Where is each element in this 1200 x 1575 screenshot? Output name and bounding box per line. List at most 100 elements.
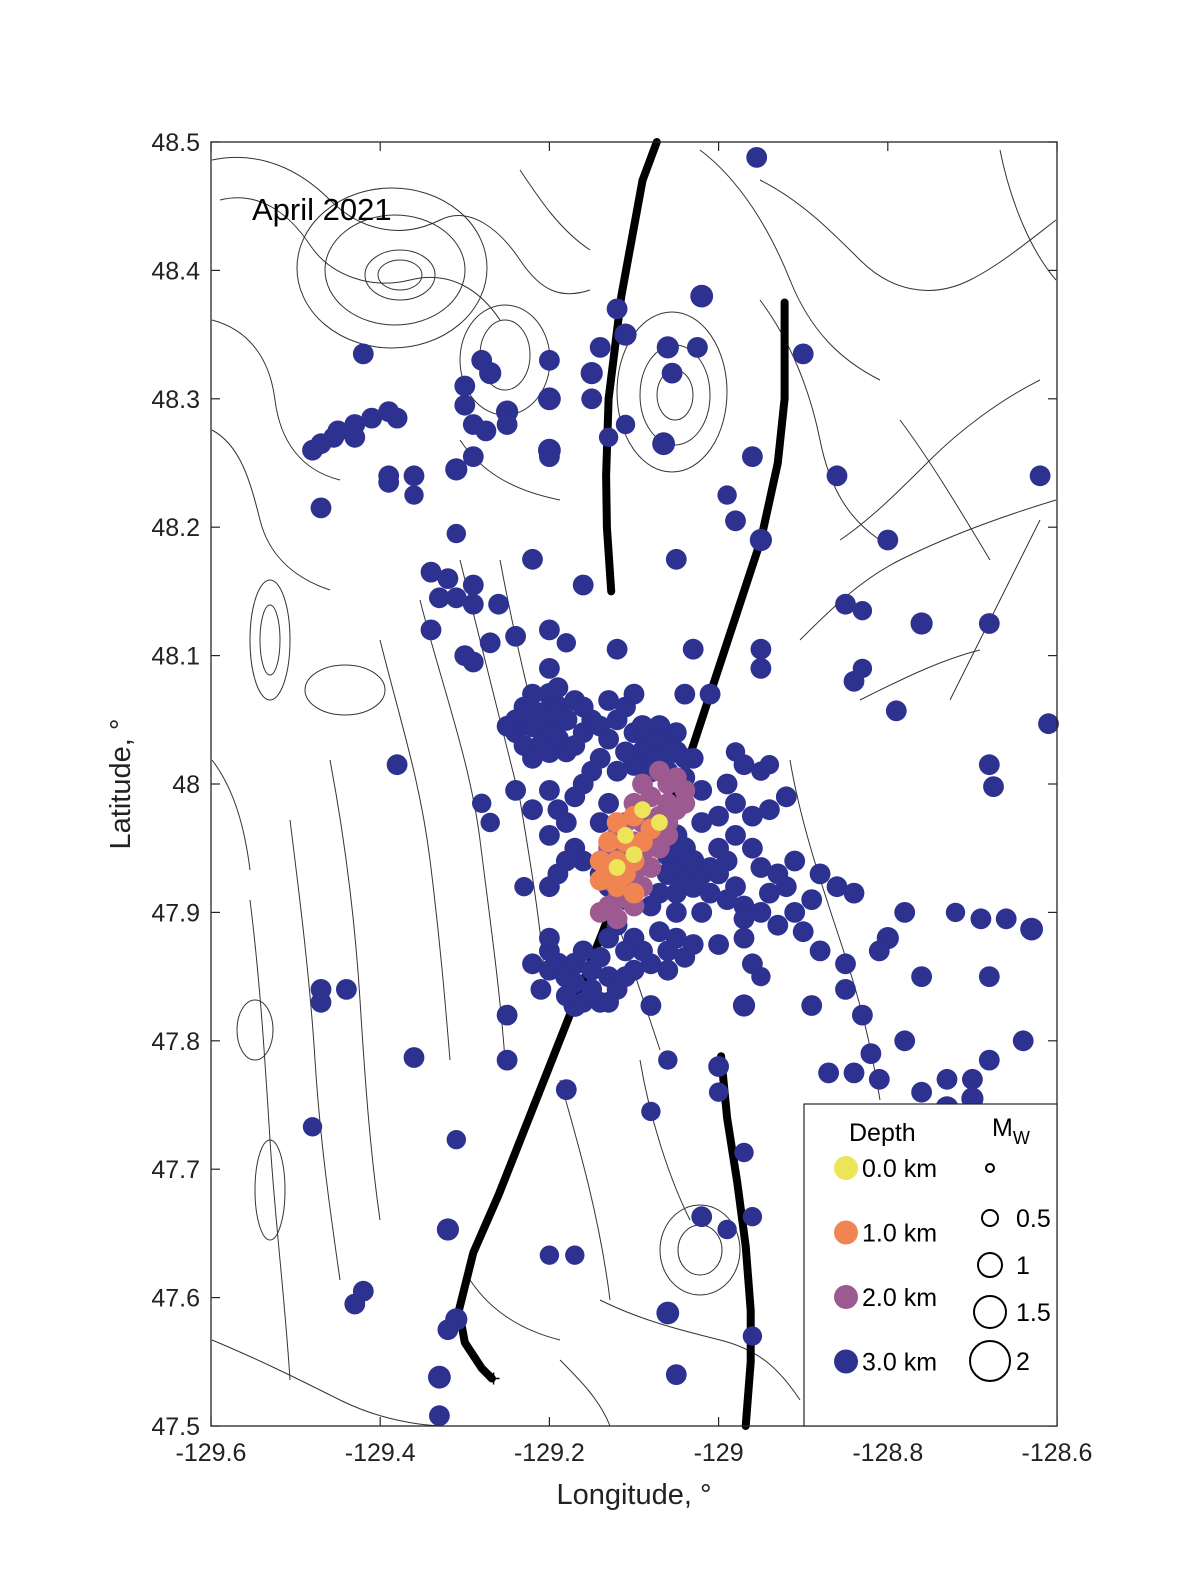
event-point-depth-3 [522,683,543,705]
event-point-depth-3 [759,755,780,775]
event-point-depth-3 [352,343,374,365]
event-point-depth-3 [911,966,932,987]
event-point-depth-3 [496,414,518,435]
event-point-depth-3 [598,792,619,814]
event-point-depth-3 [1029,465,1051,487]
event-point-depth-3 [716,889,738,910]
x-tick-label: -129.2 [514,1439,585,1467]
event-point-depth-3 [1038,713,1059,735]
event-point-depth-3 [708,934,729,955]
event-point-depth-3 [809,863,831,885]
event-point-depth-0 [617,827,634,844]
legend-size-circle [969,1340,1011,1382]
event-point-depth-3 [852,601,873,621]
y-tick-label: 47.8 [151,1028,200,1056]
event-point-depth-3 [572,940,594,962]
event-point-depth-3 [809,940,831,962]
event-point-depth-3 [462,593,484,615]
event-point-depth-3 [657,940,679,962]
event-point-depth-3 [742,1207,763,1227]
event-point-depth-3 [945,902,966,923]
event-point-depth-3 [555,812,577,833]
event-point-depth-3 [454,394,476,416]
event-point-depth-3 [640,995,662,1016]
legend-depth-label: 3.0 km [862,1349,937,1377]
event-point-depth-3 [978,1049,1000,1071]
event-point-depth-3 [649,921,670,943]
event-point-depth-3 [835,979,856,1000]
event-point-depth-0 [634,801,651,819]
legend-size-label: 0.5 [1016,1205,1051,1233]
event-point-depth-0 [608,859,626,876]
event-point-depth-3 [656,336,679,359]
event-point-depth-3 [699,683,721,705]
event-point-depth-3 [598,728,619,750]
event-point-depth-3 [513,735,535,756]
event-point-depth-3 [539,1245,560,1265]
event-point-depth-3 [302,1117,323,1137]
event-point-depth-3 [742,1326,763,1346]
event-point-depth-3 [759,799,780,821]
x-tick-label: -128.8 [852,1439,923,1467]
fault-trace [717,1052,755,1430]
event-point-depth-3 [420,619,442,641]
event-point-depth-3 [446,523,466,544]
legend-size-label: 2 [1016,1348,1030,1376]
event-point-depth-3 [983,776,1004,797]
event-point-depth-3 [437,1319,459,1341]
event-point-depth-3 [522,548,543,570]
event-point-depth-3 [344,426,366,448]
event-point-depth-3 [580,362,603,385]
event-point-depth-2 [665,767,687,788]
event-point-depth-3 [539,349,560,371]
event-point-depth-3 [708,1056,729,1077]
event-point-depth-3 [690,284,714,308]
event-point-depth-3 [344,1293,366,1315]
event-point-depth-2 [674,792,696,814]
event-point-depth-3 [572,991,594,1013]
event-point-depth-3 [742,805,763,827]
axis-ticks [210,141,1058,1427]
event-point-depth-3 [717,485,737,505]
event-point-depth-3 [606,760,628,782]
ridge-end-marker [487,1372,500,1385]
event-point-depth-3 [475,420,497,442]
event-point-depth-3 [538,740,561,764]
event-point-depth-3 [403,465,425,487]
event-point-depth-3 [978,613,1000,634]
event-point-depth-3 [682,747,704,769]
event-point-depth-3 [826,876,848,898]
event-point-depth-3 [691,780,713,801]
y-tick-label: 48.4 [151,257,200,285]
event-point-depth-3 [614,323,637,346]
legend: Depth MW 0.0 km 1.0 km 2.0 km 3.0 km 0.5 1 1.… [803,1103,1058,1427]
event-point-depth-3 [564,786,586,808]
event-point-depth-3 [734,1142,754,1163]
event-point-depth-3 [472,793,492,813]
legend-depth-label: 2.0 km [862,1284,937,1312]
event-point-depth-3 [691,902,713,923]
event-point-depth-3 [868,940,890,962]
event-point-depth-3 [606,638,628,660]
event-point-depth-3 [742,446,763,467]
event-point-depth-3 [555,985,577,1007]
event-point-depth-3 [699,882,721,904]
event-point-depth-3 [606,709,628,731]
fault-trace [602,138,661,596]
event-point-depth-3 [572,574,594,596]
event-point-depth-3 [615,414,636,435]
event-point-depth-3 [885,700,907,722]
event-point-depth-3 [555,1079,577,1100]
event-point-depth-3 [665,722,687,743]
event-point-depth-3 [581,388,603,410]
event-point-depth-3 [539,825,560,846]
event-point-depth-0 [625,846,643,863]
event-point-depth-3 [801,995,823,1016]
event-point-depth-3 [446,1130,466,1150]
event-point-depth-3 [658,1050,678,1070]
event-point-depth-3 [436,1218,459,1241]
event-point-depth-3 [725,792,746,814]
event-point-depth-3 [539,446,560,467]
event-point-depth-3 [555,708,578,731]
event-point-depth-3 [852,1004,873,1026]
